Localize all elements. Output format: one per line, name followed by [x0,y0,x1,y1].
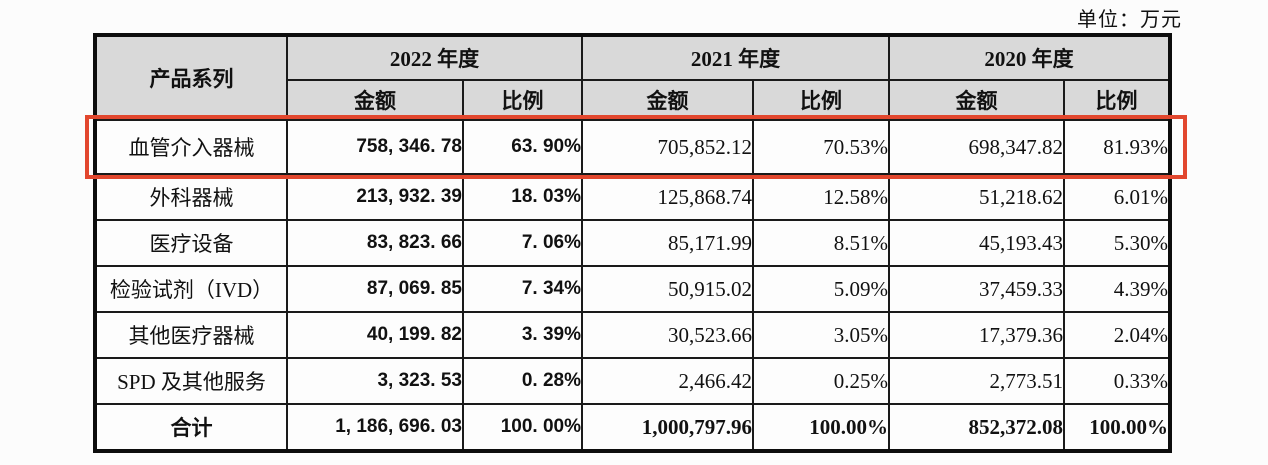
table-row-medical-equipment: 医疗设备 83, 823. 66 7. 06% 85,171.99 8.51% … [94,219,1171,267]
cell-total-ratio-2021: 100.00% [752,403,890,452]
table-row-surgical-instruments: 外科器械 213, 932. 39 18. 03% 125,868.74 12.… [94,173,1171,221]
cell-total-label: 合计 [94,403,288,452]
cell-amount-2022: 87, 069. 85 [286,265,464,313]
header-amount-2020: 金额 [888,79,1065,121]
cell-total-amount-2021: 1,000,797.96 [581,403,754,452]
cell-amount-2020: 698,347.82 [888,119,1065,175]
cell-amount-2020: 45,193.43 [888,219,1065,267]
cell-amount-2022: 213, 932. 39 [286,173,464,221]
cell-total-amount-2020: 852,372.08 [888,403,1065,452]
cell-ratio-2020: 2.04% [1063,311,1171,359]
cell-amount-2020: 51,218.62 [888,173,1065,221]
cell-ratio-2022: 0. 28% [462,357,583,405]
cell-amount-2021: 2,466.42 [581,357,754,405]
table-row-other-medical-devices: 其他医疗器械 40, 199. 82 3. 39% 30,523.66 3.05… [94,311,1171,359]
cell-amount-2020: 37,459.33 [888,265,1065,313]
cell-ratio-2022: 63. 90% [462,119,583,175]
cell-amount-2021: 50,915.02 [581,265,754,313]
cell-ratio-2021: 70.53% [752,119,890,175]
cell-amount-2020: 17,379.36 [888,311,1065,359]
cell-amount-2021: 85,171.99 [581,219,754,267]
cell-amount-2022: 758, 346. 78 [286,119,464,175]
cell-total-amount-2022: 1, 186, 696. 03 [286,403,464,452]
cell-ratio-2020: 5.30% [1063,219,1171,267]
cell-amount-2021: 705,852.12 [581,119,754,175]
header-row-subcolumns: 金额 比例 金额 比例 金额 比例 [95,79,1171,121]
header-amount-2021: 金额 [581,79,754,121]
cell-ratio-2020: 81.93% [1063,119,1171,175]
cell-product-name: 检验试剂（IVD） [94,265,288,313]
header-ratio-2022: 比例 [462,79,583,121]
cell-ratio-2021: 12.58% [752,173,890,221]
cell-amount-2021: 30,523.66 [581,311,754,359]
cell-ratio-2022: 7. 34% [462,265,583,313]
revenue-table: 产品系列 2022 年度 2021 年度 2020 年度 金额 比例 金额 比例… [93,33,1172,453]
cell-product-name: 外科器械 [94,173,288,221]
cell-ratio-2020: 4.39% [1063,265,1171,313]
cell-ratio-2021: 0.25% [752,357,890,405]
header-amount-2022: 金额 [286,79,464,121]
cell-ratio-2022: 3. 39% [462,311,583,359]
table-row-spd-other-services: SPD 及其他服务 3, 323. 53 0. 28% 2,466.42 0.2… [94,357,1171,405]
cell-ratio-2022: 7. 06% [462,219,583,267]
cell-ratio-2021: 3.05% [752,311,890,359]
cell-ratio-2021: 8.51% [752,219,890,267]
cell-ratio-2021: 5.09% [752,265,890,313]
unit-note: 单位：万元 [1077,9,1182,31]
cell-ratio-2022: 18. 03% [462,173,583,221]
header-ratio-2021: 比例 [752,79,890,121]
cell-amount-2022: 3, 323. 53 [286,357,464,405]
header-row-years: 产品系列 2022 年度 2021 年度 2020 年度 [94,34,1171,121]
cell-product-name: 血管介入器械 [94,119,288,175]
cell-total-ratio-2022: 100. 00% [462,403,583,452]
cell-product-name: 医疗设备 [94,219,288,267]
header-product-series: 产品系列 [94,34,288,121]
revenue-table-container: 产品系列 2022 年度 2021 年度 2020 年度 金额 比例 金额 比例… [85,33,1187,453]
table-row-vascular-intervention: 血管介入器械 758, 346. 78 63. 90% 705,852.12 7… [94,119,1171,175]
header-ratio-2020: 比例 [1063,79,1171,121]
cell-amount-2021: 125,868.74 [581,173,754,221]
cell-product-name: SPD 及其他服务 [94,357,288,405]
cell-amount-2020: 2,773.51 [888,357,1065,405]
cell-ratio-2020: 0.33% [1063,357,1171,405]
header-year-2022: 2022 年度 [286,34,583,81]
table-row-total: 合计 1, 186, 696. 03 100. 00% 1,000,797.96… [94,403,1171,452]
header-year-2021: 2021 年度 [581,34,890,81]
cell-ratio-2020: 6.01% [1063,173,1171,221]
table-row-ivd-reagents: 检验试剂（IVD） 87, 069. 85 7. 34% 50,915.02 5… [94,265,1171,313]
cell-product-name: 其他医疗器械 [94,311,288,359]
cell-amount-2022: 40, 199. 82 [286,311,464,359]
cell-amount-2022: 83, 823. 66 [286,219,464,267]
header-year-2020: 2020 年度 [888,34,1171,81]
cell-total-ratio-2020: 100.00% [1063,403,1171,452]
